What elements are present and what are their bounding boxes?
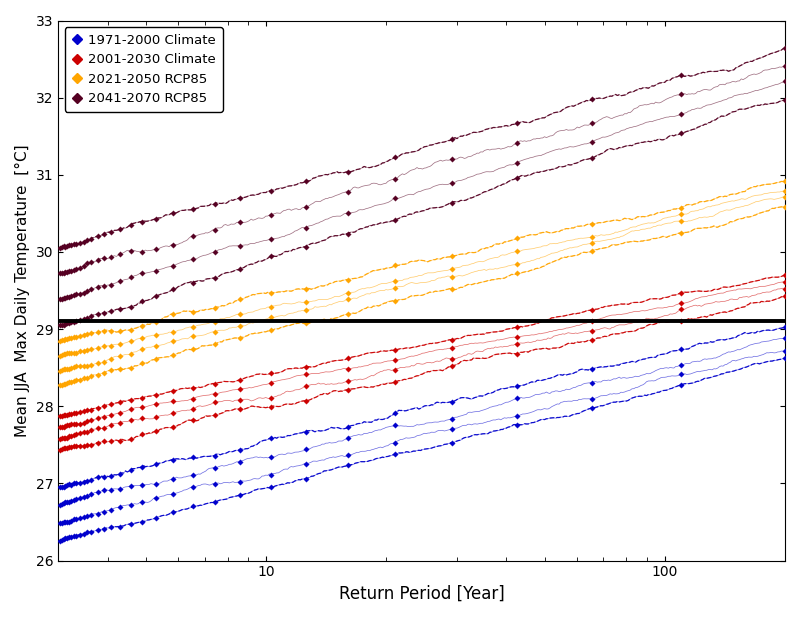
Y-axis label: Mean JJA  Max Daily Temperature  [°C]: Mean JJA Max Daily Temperature [°C]: [15, 144, 30, 437]
Legend: 1971-2000 Climate, 2001-2030 Climate, 2021-2050 RCP85, 2041-2070 RCP85: 1971-2000 Climate, 2001-2030 Climate, 20…: [65, 27, 222, 112]
X-axis label: Return Period [Year]: Return Period [Year]: [338, 585, 505, 603]
